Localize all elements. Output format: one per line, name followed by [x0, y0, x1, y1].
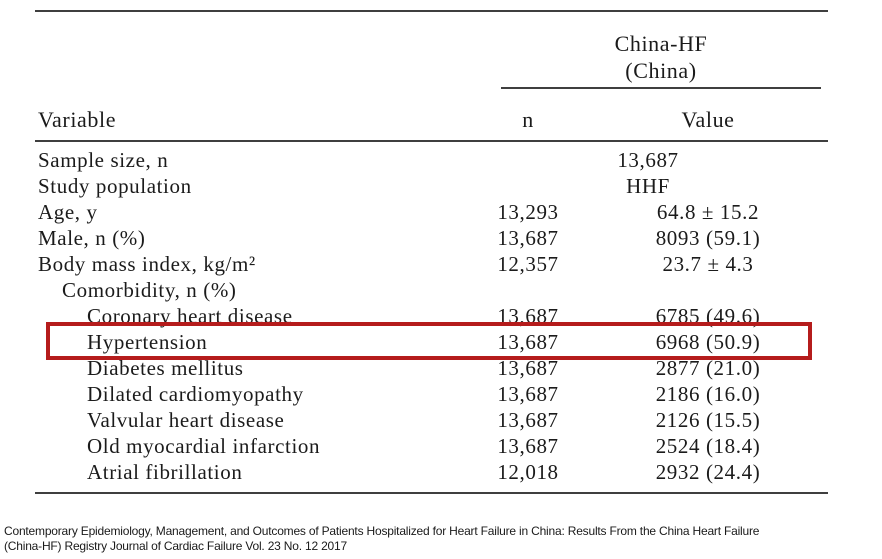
table-body: Sample size, n 13,687 Study population HHF A…	[35, 147, 828, 485]
row-n: 13,687	[497, 407, 559, 432]
group-header-line2: (China)	[625, 58, 697, 83]
row-n: 13,687	[497, 355, 559, 380]
group-header-line1: China-HF	[614, 31, 708, 56]
column-header-value: Value	[681, 107, 735, 132]
row-label: Study population	[38, 173, 192, 198]
table-row: Sample size, n 13,687	[35, 147, 828, 173]
row-label: Valvular heart disease	[87, 407, 285, 432]
row-value: 6968 (50.9)	[655, 329, 761, 354]
table-row: Study population HHF	[35, 173, 828, 199]
row-value-spanned: 13,687	[617, 147, 679, 172]
table-row: Male, n (%) 13,687 8093 (59.1)	[35, 225, 828, 251]
row-label: Dilated cardiomyopathy	[87, 381, 304, 406]
table-row-highlighted: Hypertension 13,687 6968 (50.9)	[35, 329, 828, 355]
row-label: Hypertension	[87, 329, 208, 354]
header-rule	[35, 140, 828, 142]
top-rule	[35, 10, 828, 12]
row-label: Male, n (%)	[38, 225, 146, 250]
row-n: 13,687	[497, 433, 559, 458]
table-row: Dilated cardiomyopathy 13,687 2186 (16.0)	[35, 381, 828, 407]
column-header-n: n	[522, 107, 534, 132]
row-label: Old myocardial infarction	[87, 433, 321, 458]
row-n: 13,687	[497, 225, 559, 250]
row-n: 13,687	[497, 381, 559, 406]
table-row: Coronary heart disease 13,687 6785 (49.6)	[35, 303, 828, 329]
row-n: 13,687	[497, 329, 559, 354]
row-value: 2877 (21.0)	[655, 355, 761, 380]
row-label: Coronary heart disease	[87, 303, 293, 328]
table-row: Comorbidity, n (%)	[35, 277, 828, 303]
row-n: 12,357	[497, 251, 559, 276]
row-label: Body mass index, kg/m²	[38, 251, 256, 276]
row-label: Age, y	[38, 199, 98, 224]
table-row: Valvular heart disease 13,687 2126 (15.5)	[35, 407, 828, 433]
table-row: Atrial fibrillation 12,018 2932 (24.4)	[35, 459, 828, 485]
column-group-header: China-HF (China)	[501, 30, 821, 89]
row-value: 2524 (18.4)	[655, 433, 761, 458]
table-row: Age, y 13,293 64.8 ± 15.2	[35, 199, 828, 225]
row-n: 13,293	[497, 199, 559, 224]
row-label: Sample size, n	[38, 147, 169, 172]
table-header-row: Variable n Value	[35, 104, 828, 136]
column-header-variable: Variable	[38, 107, 117, 132]
row-n: 12,018	[497, 459, 559, 484]
row-label: Comorbidity, n (%)	[62, 277, 237, 302]
row-value: 8093 (59.1)	[655, 225, 761, 250]
bottom-rule	[35, 492, 828, 494]
citation-line1: Contemporary Epidemiology, Management, a…	[4, 524, 760, 538]
row-value: 64.8 ± 15.2	[656, 199, 760, 224]
row-value-spanned: HHF	[626, 173, 670, 198]
citation: Contemporary Epidemiology, Management, a…	[4, 524, 759, 554]
row-value: 2186 (16.0)	[655, 381, 761, 406]
table-row: Diabetes mellitus 13,687 2877 (21.0)	[35, 355, 828, 381]
row-value: 2932 (24.4)	[655, 459, 761, 484]
row-label: Atrial fibrillation	[87, 459, 243, 484]
table-row: Old myocardial infarction 13,687 2524 (18.…	[35, 433, 828, 459]
summary-table: China-HF (China) Variable n Value Sample…	[35, 10, 828, 494]
row-value: 23.7 ± 4.3	[662, 251, 754, 276]
citation-line2: (China-HF) Registry Journal of Cardiac F…	[4, 539, 347, 553]
row-n: 13,687	[497, 303, 559, 328]
row-label: Diabetes mellitus	[87, 355, 244, 380]
table-row: Body mass index, kg/m² 12,357 23.7 ± 4.3	[35, 251, 828, 277]
row-value: 2126 (15.5)	[655, 407, 761, 432]
row-value: 6785 (49.6)	[655, 303, 761, 328]
